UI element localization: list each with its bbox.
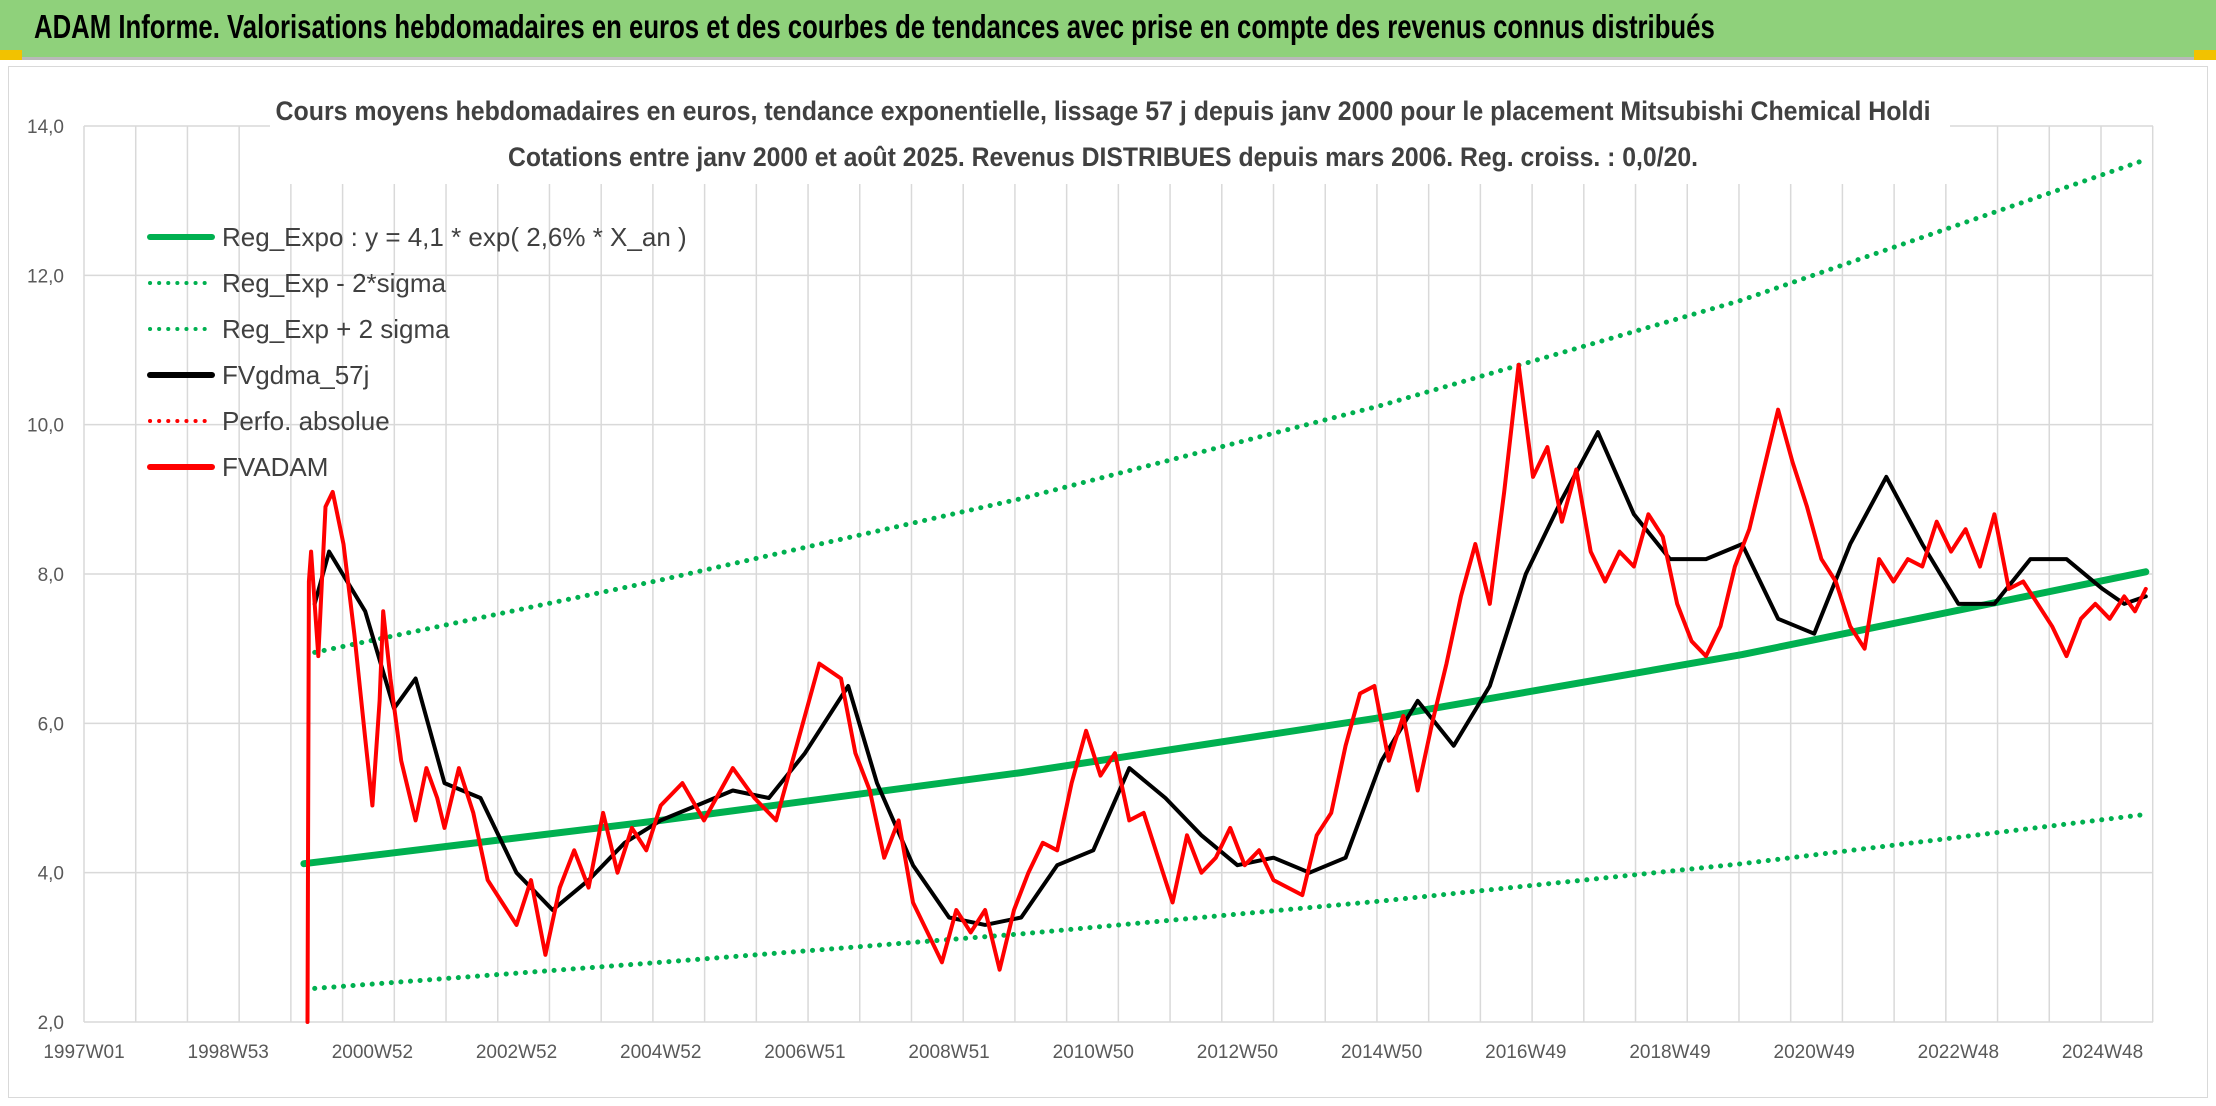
chart-frame [8, 66, 2208, 1098]
legend: Reg_Expo : y = 4,1 * exp( 2,6% * X_an ) R… [147, 222, 687, 482]
page-title: ADAM Informe. Valorisations hebdomadaire… [34, 8, 1715, 45]
title-backdrop [270, 100, 1950, 184]
legend-label-4: Perfo. absolue [222, 406, 390, 436]
series-line-3 [312, 430, 2148, 927]
x-tick-label: 2022W48 [1918, 1042, 1999, 1063]
corner-accent-left [0, 50, 22, 60]
x-tick-label: 2012W50 [1197, 1042, 1278, 1063]
legend-label-5: FVADAM [222, 452, 328, 482]
x-tick-label: 2002W52 [476, 1042, 557, 1063]
x-tick-label: 2014W50 [1341, 1042, 1422, 1063]
x-tick-label: 2010W50 [1053, 1042, 1134, 1063]
y-tick-label: 6,0 [38, 714, 64, 735]
y-tick-label: 10,0 [27, 416, 64, 437]
y-tick-label: 12,0 [27, 266, 64, 287]
legend-label-0: Reg_Expo : y = 4,1 * exp( 2,6% * X_an ) [222, 222, 687, 252]
x-axis-ticks: 1997W01 1998W53 2000W52 2002W52 2004W52 2006W… [43, 1042, 2143, 1063]
chart-title: Cours moyens hebdomadaires en euros, ten… [276, 96, 1931, 126]
y-tick-label: 4,0 [38, 864, 64, 885]
x-tick-label: 1998W53 [188, 1042, 269, 1063]
x-tick-label: 2008W51 [908, 1042, 989, 1063]
y-tick-label: 14,0 [27, 117, 64, 138]
grid-lines [83, 125, 2154, 1023]
chart-subtitle: Cotations entre janv 2000 et août 2025. … [508, 142, 1698, 172]
series-line-1 [312, 811, 2149, 991]
corner-accent-right [2194, 50, 2216, 60]
x-tick-label: 2024W48 [2062, 1042, 2143, 1063]
legend-label-3: FVgdma_57j [222, 360, 369, 390]
y-axis-ticks: 2,0 4,0 6,0 8,0 10,0 12,0 14,0 [27, 117, 64, 1034]
series-group [300, 157, 2150, 1024]
legend-label-1: Reg_Exp - 2*sigma [222, 268, 447, 298]
x-tick-label: 2004W52 [620, 1042, 701, 1063]
x-tick-label: 1997W01 [43, 1042, 124, 1063]
header-bar: ADAM Informe. Valorisations hebdomadaire… [0, 0, 2216, 60]
x-tick-label: 2006W51 [764, 1042, 845, 1063]
x-tick-label: 2000W52 [332, 1042, 413, 1063]
x-tick-label: 2016W49 [1485, 1042, 1566, 1063]
y-tick-label: 8,0 [38, 565, 64, 586]
x-tick-label: 2018W49 [1629, 1042, 1710, 1063]
y-tick-label: 2,0 [38, 1013, 64, 1034]
series-line-5 [305, 362, 2148, 1024]
legend-label-2: Reg_Exp + 2 sigma [222, 314, 450, 344]
x-tick-label: 2020W49 [1774, 1042, 1855, 1063]
